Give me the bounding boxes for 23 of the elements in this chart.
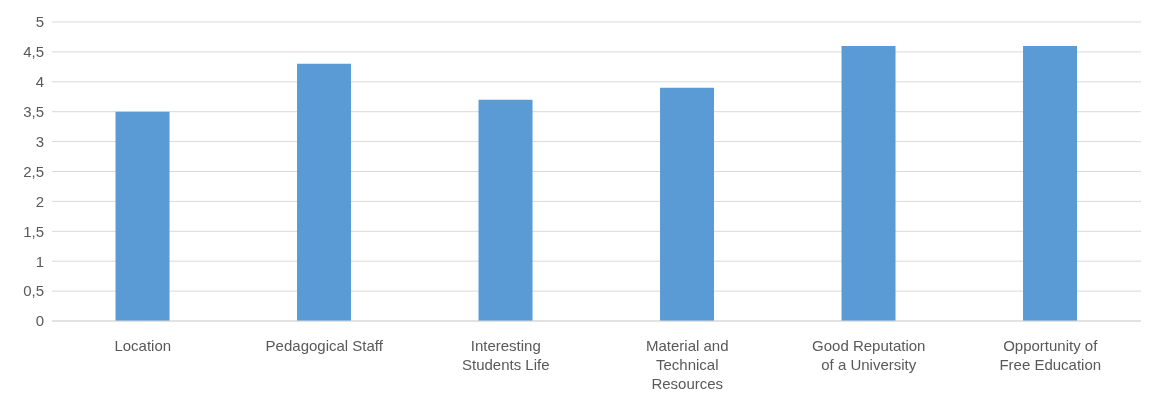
y-tick-label: 3,5: [23, 103, 44, 121]
y-tick-label: 2,5: [23, 162, 44, 180]
x-tick-label: Opportunity of Free Education: [999, 337, 1102, 373]
y-tick-label: 5: [35, 13, 44, 31]
bar: [478, 99, 533, 321]
bar: [660, 87, 715, 321]
y-tick-label: 4: [35, 73, 44, 91]
x-tick-label: Pedagogical Staff: [265, 337, 384, 354]
x-tick-label: Location: [114, 337, 172, 354]
x-tick-label: Interesting Students Life: [461, 337, 550, 373]
y-tick-label: 1,5: [23, 222, 44, 240]
x-tick-label: Material and Technical Resources: [645, 337, 729, 392]
y-tick-label: 4,5: [23, 43, 44, 61]
y-tick-label: 2: [35, 192, 44, 210]
bar: [115, 111, 170, 321]
bar: [841, 45, 896, 321]
x-tick-label: Good Reputation of a University: [812, 337, 926, 373]
bar: [1023, 45, 1078, 321]
y-tick-label: 1: [35, 252, 44, 270]
y-tick-label: 3: [35, 132, 44, 150]
y-tick-label: 0,5: [23, 282, 44, 300]
bar: [297, 63, 352, 321]
y-tick-label: 0: [35, 312, 44, 330]
